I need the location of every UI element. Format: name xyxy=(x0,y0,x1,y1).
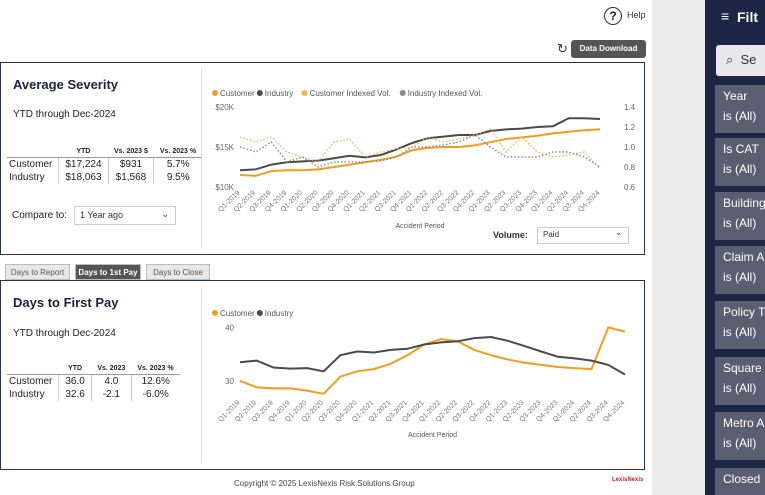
filter-name: Year xyxy=(723,89,748,103)
row-label: Customer xyxy=(7,374,60,388)
header-cell xyxy=(7,363,59,375)
search-placeholder: Se xyxy=(740,52,757,67)
filter-name: Is CAT xyxy=(723,142,759,156)
column-header: Vs. 2023 xyxy=(91,363,132,375)
cell: $18,063 xyxy=(58,171,109,184)
download-button[interactable]: Data Download xyxy=(571,40,646,58)
filter-search[interactable]: ⌕ Se xyxy=(716,45,765,76)
filter-pane: ≡ Filt ⌕ Se Year is (All) Is CAT is (All) Bu… xyxy=(705,0,765,495)
cell: 36.0 xyxy=(58,374,92,388)
row-label: Customer xyxy=(7,157,60,171)
filter-name: Policy T xyxy=(723,305,765,319)
filter-name: Metro A xyxy=(723,416,765,430)
compare-label: Compare to: xyxy=(12,210,68,221)
panel-title: Average Severity xyxy=(13,77,119,92)
table-row: Customer 36.0 4.0 12.6% xyxy=(7,374,180,388)
filter-item[interactable]: Is CAT is (All) xyxy=(715,138,765,186)
filter-item[interactable]: Metro A is (All) xyxy=(715,412,765,460)
cell: $1,568 xyxy=(108,171,155,184)
column-header: YTD xyxy=(58,363,92,375)
tab[interactable]: Days to Report xyxy=(5,264,70,280)
cell: 32.6 xyxy=(58,388,92,401)
logo: LexisNexis xyxy=(612,477,644,483)
filter-item[interactable]: Claim A is (All) xyxy=(715,246,765,294)
cell: 9.5% xyxy=(166,172,190,183)
filter-value: is (All) xyxy=(723,436,757,450)
cell: -2.1 xyxy=(91,388,132,401)
panel-subtitle: YTD through Dec-2024 xyxy=(13,328,116,339)
column-header: YTD xyxy=(58,146,109,158)
divider xyxy=(201,69,202,249)
filter-item[interactable]: Policy T is (All) xyxy=(715,301,765,349)
filter-value: is (All) xyxy=(723,216,757,230)
help-label[interactable]: Help xyxy=(627,10,646,20)
cell: $931 xyxy=(108,157,155,171)
filter-value: is (All) xyxy=(723,109,757,123)
cell: -6.0% xyxy=(142,389,169,400)
refresh-icon[interactable]: ↻ xyxy=(557,41,568,56)
filter-value: is (All) xyxy=(723,270,757,284)
filter-item[interactable]: Square is (All) xyxy=(715,357,765,405)
filter-icon: ≡ xyxy=(721,8,730,24)
filter-title: Filt xyxy=(737,9,758,25)
filter-name: Closed xyxy=(723,472,761,486)
filter-name: Claim A xyxy=(723,250,765,264)
compare-dropdown[interactable]: 1 Year ago ⌄ xyxy=(74,206,176,225)
row-label: Industry xyxy=(7,388,60,401)
panel-title: Days to First Pay xyxy=(13,295,119,310)
filter-name: Building xyxy=(723,196,765,210)
filter-value: is (All) xyxy=(723,162,757,176)
footer: Copyright © 2025 LexisNexis Risk Solutio… xyxy=(234,479,415,488)
filter-item[interactable]: Year is (All) xyxy=(715,85,765,133)
filter-value: is (All) xyxy=(723,325,757,339)
header-cell xyxy=(7,146,59,158)
gutter xyxy=(652,0,705,495)
column-header: Vs. 2023 $ xyxy=(108,146,154,158)
panel-subtitle: YTD through Dec-2024 xyxy=(13,109,116,120)
divider xyxy=(201,287,202,463)
volume-dropdown[interactable]: Paid ⌄ xyxy=(537,227,629,244)
help-icon[interactable]: ? xyxy=(604,7,622,25)
filter-item[interactable]: Building is (All) xyxy=(715,192,765,240)
stat-table: YTD Vs. 2023 Vs. 2023 % Customer 36.0 4.0 12.6… xyxy=(7,363,180,401)
pay-panel: Days to First Pay YTD through Dec-2024 Y… xyxy=(0,280,645,470)
cell: $17,224 xyxy=(58,157,109,171)
cell: 12.6% xyxy=(141,376,170,387)
cell: 5.7% xyxy=(166,159,190,170)
header-row: YTD Vs. 2023 $ Vs. 2023 % xyxy=(7,146,203,158)
column-header: Vs. 2023 % xyxy=(153,146,203,158)
tab[interactable]: Days to Close xyxy=(146,264,210,280)
stat-table: YTD Vs. 2023 $ Vs. 2023 % Customer $17,224 $9… xyxy=(7,146,203,184)
header-row: YTD Vs. 2023 Vs. 2023 % xyxy=(7,363,180,375)
row-label: Industry xyxy=(7,171,60,184)
table-row: Industry $18,063 $1,568 9.5% xyxy=(7,171,202,184)
filter-item[interactable]: Closed xyxy=(715,468,765,495)
filter-name: Square xyxy=(723,361,762,375)
tab[interactable]: Days to 1st Pay xyxy=(75,264,141,280)
compare-value: 1 Year ago xyxy=(80,210,124,220)
severity-panel: Average Severity YTD through Dec-2024 YT… xyxy=(0,62,645,255)
volume-label: Volume: xyxy=(493,230,528,240)
filter-value: is (All) xyxy=(723,381,757,395)
table-row: Industry 32.6 -2.1 -6.0% xyxy=(7,388,180,401)
column-header: Vs. 2023 % xyxy=(131,363,180,375)
table-row: Customer $17,224 $931 5.7% xyxy=(7,157,202,171)
cell: 4.0 xyxy=(91,374,132,388)
volume-value: Paid xyxy=(543,230,560,239)
